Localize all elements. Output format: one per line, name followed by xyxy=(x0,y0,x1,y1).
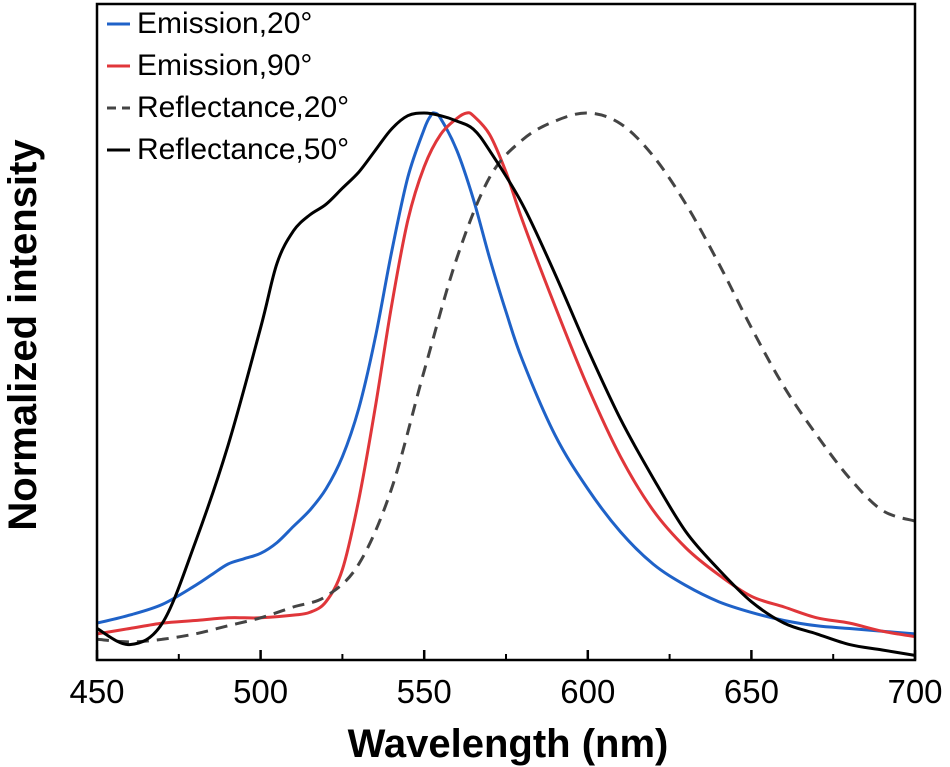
legend-label-3: Reflectance,20° xyxy=(137,91,349,124)
x-tick-label: 600 xyxy=(560,673,615,710)
series-line-3 xyxy=(97,111,915,644)
x-tick-label: 500 xyxy=(233,673,288,710)
series-line-2 xyxy=(97,111,915,639)
legend-label-2: Emission,90° xyxy=(137,49,312,82)
x-axis-label: Wavelength (nm) xyxy=(348,722,669,766)
x-tick-label: 450 xyxy=(69,673,124,710)
series-line-4 xyxy=(97,111,915,657)
series-line-1 xyxy=(97,111,915,636)
y-axis-label: Normalized intensity xyxy=(1,139,45,531)
x-axis-ticks: 450 500 550 600 650 700 xyxy=(69,650,943,710)
legend-label-1: Emission,20° xyxy=(137,7,312,40)
x-tick-label: 650 xyxy=(724,673,779,710)
plot-marks xyxy=(97,111,915,657)
legend: Emission,20° Emission,90° Reflectance,20° R… xyxy=(107,7,349,166)
x-tick-label: 550 xyxy=(397,673,452,710)
x-tick-label: 700 xyxy=(887,673,942,710)
legend-label-4: Reflectance,50° xyxy=(137,133,349,166)
